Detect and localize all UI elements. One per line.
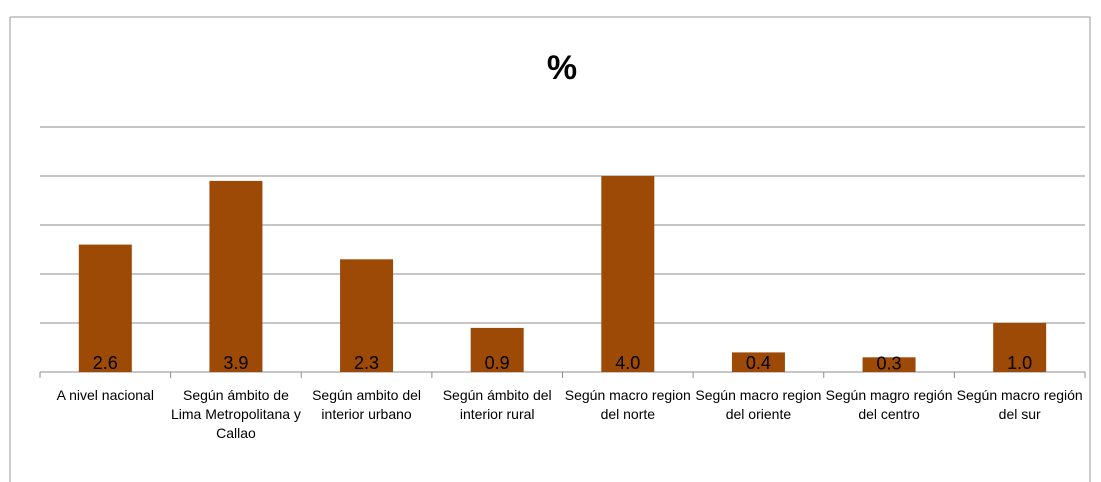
value-label: 2.3 xyxy=(354,353,379,373)
x-tick-label: A nivel nacional xyxy=(56,387,154,403)
bar xyxy=(470,327,524,372)
x-tick-label: Según ambito del interior urbano xyxy=(312,387,422,422)
x-tick-label: Según macro region del norte xyxy=(564,387,691,422)
bar xyxy=(731,352,785,372)
value-label: 3.9 xyxy=(223,353,248,373)
value-label: 0.3 xyxy=(877,353,902,373)
bar xyxy=(209,180,263,372)
value-label: 4.0 xyxy=(615,353,640,373)
value-label: 0.4 xyxy=(746,353,771,373)
chart-title: % xyxy=(547,49,577,87)
x-tick-label: Según macro region del oriente xyxy=(695,387,822,422)
bar xyxy=(993,323,1047,372)
bar xyxy=(601,176,655,372)
value-label: 1.0 xyxy=(1007,353,1032,373)
value-label: 0.9 xyxy=(485,353,510,373)
x-tick-label: Según macro región del sur xyxy=(956,387,1083,422)
x-tick-label: Según ámbito del interior rural xyxy=(442,387,552,422)
bar xyxy=(78,244,132,372)
x-tick-label: Según ámbito de Lima Metropolitana y Cal… xyxy=(170,387,301,441)
bar xyxy=(862,357,916,372)
value-label: 2.6 xyxy=(93,353,118,373)
x-tick-label: Según magro región del centro xyxy=(825,387,953,422)
bar xyxy=(340,259,394,372)
